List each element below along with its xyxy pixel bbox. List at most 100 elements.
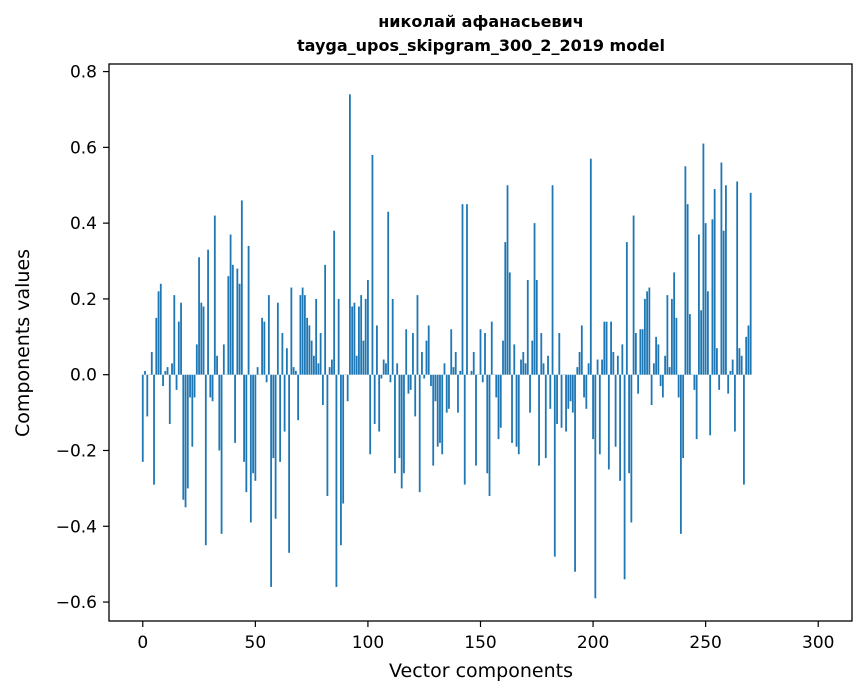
bar xyxy=(696,375,698,439)
bar xyxy=(585,375,587,409)
x-tick-label: 100 xyxy=(352,633,384,653)
bar xyxy=(703,144,705,375)
bar xyxy=(444,363,446,374)
bar xyxy=(216,356,218,375)
y-tick-label: 0.6 xyxy=(70,138,97,158)
bar xyxy=(390,375,392,383)
bar xyxy=(286,348,288,375)
bar xyxy=(333,231,335,375)
bar xyxy=(556,375,558,424)
bar xyxy=(176,375,178,390)
bar xyxy=(189,375,191,398)
bar xyxy=(504,242,506,375)
bar xyxy=(146,375,148,417)
bar xyxy=(628,375,630,474)
bar xyxy=(590,159,592,375)
bar xyxy=(327,375,329,496)
bar xyxy=(212,375,214,402)
bar xyxy=(410,375,412,390)
bar xyxy=(588,363,590,374)
bar xyxy=(666,295,668,375)
bar xyxy=(471,371,473,375)
bar xyxy=(675,318,677,375)
bar xyxy=(378,375,380,432)
bar xyxy=(529,375,531,413)
bar xyxy=(218,375,220,451)
bar xyxy=(403,375,405,474)
bar xyxy=(725,185,727,374)
bar xyxy=(360,295,362,375)
bar xyxy=(243,375,245,462)
bar xyxy=(419,375,421,492)
y-axis-label: Components values xyxy=(12,249,34,437)
bar xyxy=(660,375,662,386)
bar xyxy=(698,235,700,375)
bar xyxy=(426,341,428,375)
bar xyxy=(516,375,518,447)
bar xyxy=(630,375,632,523)
bar xyxy=(196,344,198,374)
x-tick-label: 0 xyxy=(137,633,148,653)
bar xyxy=(290,288,292,375)
bar xyxy=(435,375,437,402)
bar xyxy=(248,246,250,375)
bar xyxy=(709,375,711,436)
bar xyxy=(671,299,673,375)
bar xyxy=(732,360,734,375)
bar xyxy=(338,299,340,375)
y-tick-label: −0.2 xyxy=(56,441,97,461)
bar xyxy=(342,375,344,504)
bar xyxy=(281,333,283,375)
bar xyxy=(637,375,639,394)
bar xyxy=(302,288,304,375)
bar xyxy=(236,269,238,375)
bar xyxy=(205,375,207,546)
bar xyxy=(642,329,644,374)
y-tick-label: −0.4 xyxy=(56,517,97,537)
bar xyxy=(518,375,520,455)
y-tick-label: −0.6 xyxy=(56,593,97,613)
bar xyxy=(579,352,581,375)
bar xyxy=(716,348,718,375)
bar xyxy=(317,363,319,374)
x-tick-label: 150 xyxy=(464,633,496,653)
bar xyxy=(209,375,211,398)
bar xyxy=(412,333,414,375)
bar xyxy=(513,344,515,374)
bar xyxy=(367,280,369,375)
bar xyxy=(423,375,425,379)
bar xyxy=(466,204,468,375)
bar xyxy=(730,371,732,375)
bar xyxy=(507,185,509,374)
bar xyxy=(700,310,702,374)
bar xyxy=(239,284,241,375)
bar xyxy=(531,341,533,375)
bar xyxy=(572,375,574,413)
bar xyxy=(160,284,162,375)
bar xyxy=(308,325,310,374)
bar xyxy=(500,375,502,428)
bar xyxy=(381,375,383,379)
bar xyxy=(354,303,356,375)
bar xyxy=(158,291,160,374)
bar xyxy=(315,299,317,375)
bar xyxy=(268,295,270,375)
x-tick-label: 300 xyxy=(802,633,834,653)
bar xyxy=(347,375,349,402)
bar xyxy=(261,318,263,375)
bar xyxy=(275,375,277,519)
y-tick-label: 0.0 xyxy=(70,366,97,386)
bar xyxy=(169,375,171,424)
x-tick-label: 200 xyxy=(577,633,609,653)
bar xyxy=(693,375,695,390)
bar xyxy=(669,367,671,375)
bar xyxy=(173,295,175,375)
bar xyxy=(525,363,527,374)
bar xyxy=(581,325,583,374)
bar xyxy=(567,375,569,409)
bar xyxy=(421,352,423,375)
bar xyxy=(414,375,416,417)
bar xyxy=(583,375,585,398)
bar xyxy=(718,375,720,390)
bar xyxy=(545,375,547,458)
